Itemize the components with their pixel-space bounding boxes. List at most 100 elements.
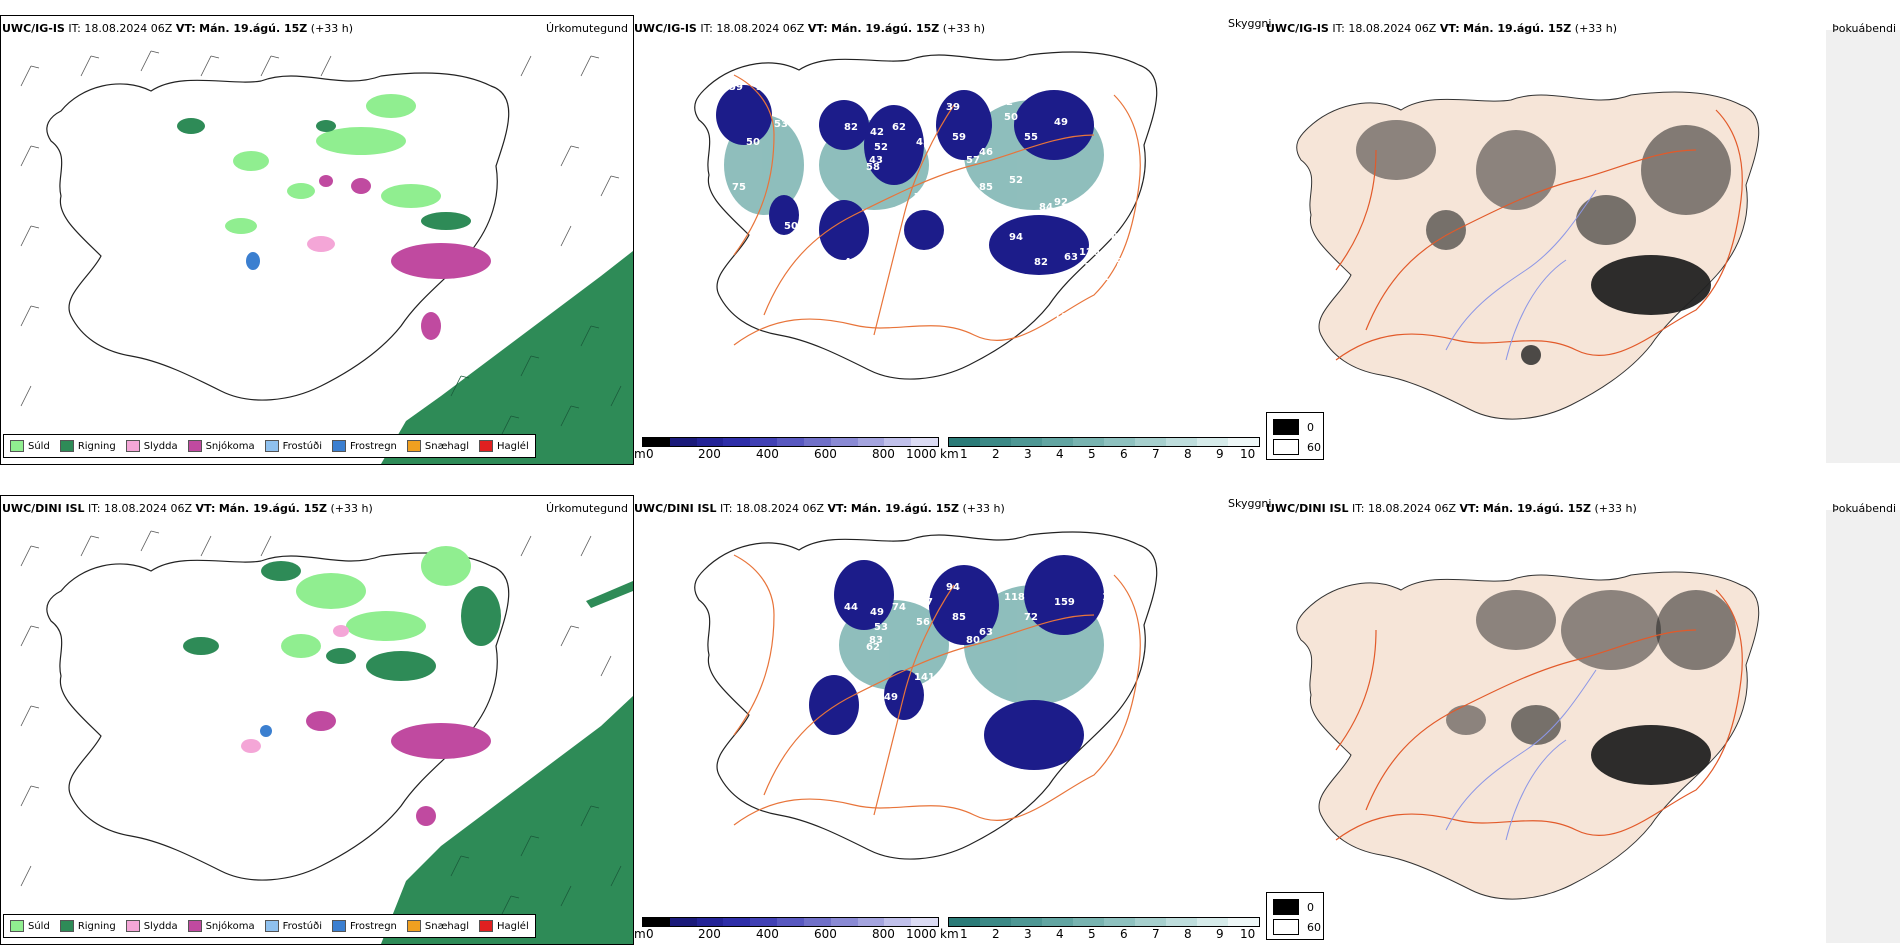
legend-swatch [187, 920, 202, 932]
cloudbase-tick: 400 [756, 927, 779, 941]
legend-item-freezing-rain: Frostregn [332, 920, 397, 932]
cloud-base-value: 45 [774, 599, 788, 610]
cloudbase-tick: 200 [698, 447, 721, 461]
iceland-outline [694, 51, 1158, 380]
sea-rain-area [586, 581, 633, 608]
cloudbase-strip [642, 437, 939, 447]
colorbar-step [803, 918, 831, 926]
cloud-base-value: 63 [979, 627, 993, 638]
colorbar-step [1228, 918, 1259, 926]
cloud-base-value: 85 [979, 182, 993, 193]
fog-legend-label: 0 [1307, 420, 1314, 434]
visibility-strip [948, 437, 1260, 447]
cloud-base-value: 101 [1089, 272, 1110, 283]
fog-map-row1 [1266, 30, 1900, 463]
cloud-base-value: 57 [966, 155, 980, 166]
cloudbase-colorbar-row2: m 0 200 400 600 800 1000 [634, 917, 944, 941]
visibility-tick: 7 [1152, 447, 1160, 461]
cloud-base-value: 101 [939, 724, 960, 735]
visibility-tick: 1 [960, 447, 968, 461]
cloudbase-tick: 0 [646, 927, 654, 941]
cloud-base-value: 42 [999, 97, 1013, 108]
fog-swatch-light [1273, 439, 1299, 455]
legend-label: Haglél [497, 440, 529, 452]
cloud-base-value: 59 [729, 82, 743, 93]
cloud-base-value: 66 [984, 212, 998, 223]
colorbar-step [1197, 918, 1228, 926]
colorbar-step [1042, 438, 1073, 446]
init-label: IT: [68, 22, 81, 35]
legend-label: Rigning [77, 440, 116, 452]
cloud-base-value: 94 [946, 582, 960, 593]
legend-swatch [406, 920, 421, 932]
legend-label: Frostúði [282, 920, 322, 932]
cloud-base-value: 50 [784, 221, 798, 232]
cloud-base-value: 76 [914, 192, 928, 203]
cloud-base-value: 59 [952, 132, 966, 143]
cloud-base-value: 88 [1104, 232, 1118, 243]
model-name: UWC/DINI ISL [2, 502, 85, 515]
visibility-tick: 2 [992, 447, 1000, 461]
legend-label: Frostúði [282, 440, 322, 452]
legend-swatch [59, 920, 74, 932]
panel-header-fog-row2: UWC/DINI ISL IT: 18.08.2024 06Z VT: Mán.… [1266, 502, 1637, 515]
legend-swatch [479, 920, 494, 932]
visibility-strip [948, 917, 1260, 927]
legend-swatch [332, 920, 346, 932]
cloud-base-value: 42 [870, 127, 884, 138]
visibility-tick: 10 [1240, 927, 1256, 941]
visibility-panel-row1: 59 39 53 50 75 50 82 42 62 52 58 66 49 44 43 45 39 45 59 57… [634, 15, 1264, 463]
fog-swatch-dark [1273, 419, 1299, 435]
colorbar-step [1011, 918, 1042, 926]
legend-item-sleet: Slydda [125, 920, 178, 932]
legend-item-rain: Rigning [59, 920, 116, 932]
cloudbase-tick: 1000 [906, 447, 937, 461]
panel-header-precip-row2: UWC/DINI ISL IT: 18.08.2024 06Z VT: Mán.… [2, 502, 373, 515]
visibility-tick: 5 [1088, 927, 1096, 941]
legend-item-hail: Haglél [479, 440, 529, 452]
cloudbase-tick: 0 [646, 447, 654, 461]
legend-label: Snæhagl [424, 440, 470, 452]
cloud-base-value: 44 [844, 257, 858, 268]
sea-rain-area [381, 251, 633, 464]
precip-legend-row2: Súld Rigning Slydda Snjókoma Frostúði Fr… [3, 914, 536, 938]
legend-label: Slydda [143, 920, 178, 932]
road-network [1335, 109, 1743, 361]
lead-time: (+33 h) [330, 502, 373, 515]
fog-legend-row: 0 [1273, 899, 1314, 915]
cloud-base-value: 53 [774, 119, 788, 130]
variable-title-fog: Þokuábendi [1832, 22, 1896, 35]
cloud-base-value: 146 [949, 702, 970, 713]
legend-swatch [125, 440, 140, 452]
visibility-unit: km [940, 447, 959, 461]
init-label: IT: [1332, 22, 1345, 35]
fog-legend-row: 60 [1273, 919, 1321, 935]
init-time: 18.08.2024 06Z [1368, 502, 1457, 515]
init-label: IT: [700, 22, 713, 35]
init-label: IT: [88, 502, 101, 515]
legend-item-freezing-rain: Frostregn [332, 440, 397, 452]
low-cloud-base-areas [716, 85, 1094, 275]
cloud-base-value: 92 [1054, 197, 1068, 208]
colorbar-step [1104, 918, 1135, 926]
precip-drizzle-areas [225, 94, 441, 234]
colorbar-step [911, 438, 938, 446]
cloud-base-value: 80 [966, 635, 980, 646]
cloud-base-value: 61 [784, 701, 798, 712]
colorbar-step [750, 918, 778, 926]
cloud-base-value: 50 [1004, 112, 1018, 123]
wind-barbs [20, 530, 622, 917]
cloud-base-value: 85 [952, 612, 966, 623]
cloud-base-value: 88 [1044, 282, 1058, 293]
colorbar-step [949, 438, 980, 446]
colorbar-step [949, 918, 980, 926]
cloud-base-value: 56 [916, 617, 930, 628]
fog-legend-label: 60 [1307, 920, 1321, 934]
precip-panel-row2: Súld Rigning Slydda Snjókoma Frostúði Fr… [0, 495, 634, 945]
legend-item-snow: Snjókoma [187, 920, 255, 932]
fog-index-dark-areas [1356, 120, 1731, 365]
visibility-map-row2: 71 60 45 42 48 61 44 49 74 53 62 49 53 49 83 57 94 56 85 80… [694, 531, 1158, 860]
cloud-base-value: 60 [756, 562, 770, 573]
fog-swatch-light [1273, 919, 1299, 935]
cloud-base-value: 133 [1102, 592, 1123, 603]
